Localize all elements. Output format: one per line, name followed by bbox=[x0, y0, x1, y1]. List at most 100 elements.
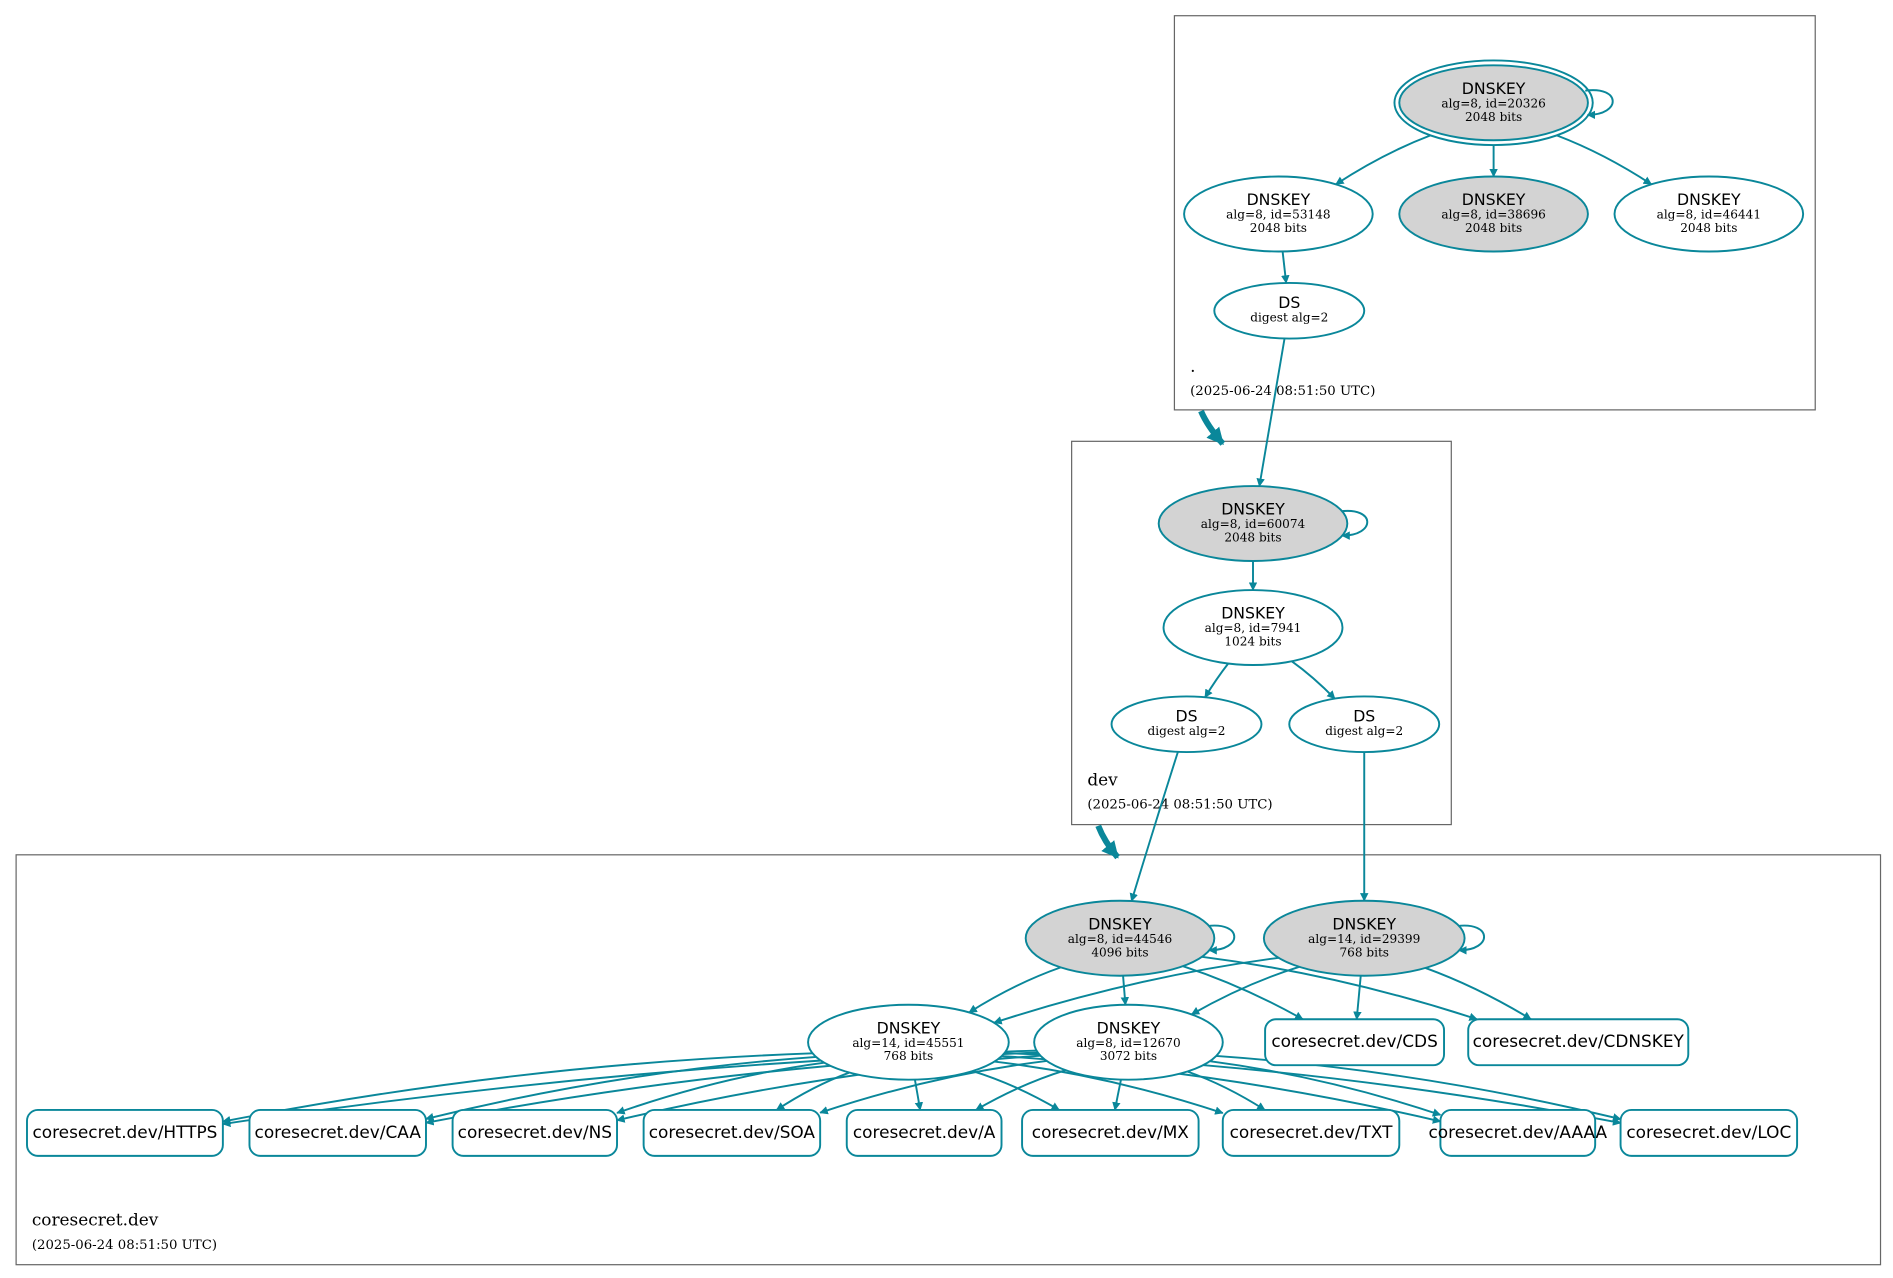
node bbox=[248, 1108, 427, 1157]
node-detail: alg=8, id=53148 bbox=[1226, 208, 1330, 222]
node-detail: digest alg=2 bbox=[1148, 724, 1226, 738]
node-title: DNSKEY bbox=[1088, 914, 1152, 933]
node-title: coresecret.dev/CDS bbox=[1271, 1031, 1438, 1051]
edge bbox=[1129, 751, 1179, 902]
edge bbox=[1425, 967, 1532, 1021]
cluster-name: coresecret.dev bbox=[32, 1210, 159, 1230]
edge bbox=[1256, 338, 1286, 487]
cluster-box bbox=[1173, 15, 1816, 411]
delegation-arrow bbox=[1095, 824, 1120, 860]
node bbox=[451, 1108, 618, 1157]
edge bbox=[425, 1055, 817, 1122]
edge bbox=[1335, 134, 1431, 186]
node-title: coresecret.dev/CAA bbox=[255, 1122, 422, 1142]
node-detail: digest alg=2 bbox=[1250, 310, 1328, 324]
node-title: DNSKEY bbox=[877, 1018, 941, 1037]
node-detail: alg=8, id=60074 bbox=[1201, 517, 1306, 531]
edge bbox=[1209, 1060, 1442, 1117]
edge bbox=[616, 1061, 825, 1115]
node-detail: 3072 bits bbox=[1100, 1049, 1157, 1063]
node-title: coresecret.dev/MX bbox=[1032, 1122, 1190, 1142]
edge bbox=[1120, 975, 1130, 1006]
node bbox=[1021, 1108, 1200, 1157]
cluster-time: (2025-06-24 08:51:50 UTC) bbox=[1190, 384, 1375, 399]
node bbox=[1262, 899, 1466, 977]
node bbox=[1613, 175, 1805, 253]
node-detail: 2048 bits bbox=[1680, 221, 1737, 235]
node-detail: alg=14, id=29399 bbox=[1308, 932, 1420, 946]
node-detail: 1024 bits bbox=[1224, 635, 1281, 649]
node bbox=[807, 1003, 1010, 1081]
node-title: coresecret.dev/HTTPS bbox=[32, 1122, 217, 1142]
edge bbox=[1187, 1070, 1266, 1111]
node-detail: alg=8, id=12670 bbox=[1076, 1036, 1180, 1050]
node bbox=[1183, 175, 1374, 253]
edge bbox=[1182, 965, 1304, 1021]
cluster-name: dev bbox=[1087, 770, 1118, 790]
node-title: coresecret.dev/LOC bbox=[1626, 1122, 1791, 1142]
node bbox=[845, 1108, 1003, 1157]
node-detail: 2048 bits bbox=[1224, 531, 1281, 545]
self-loop bbox=[1456, 924, 1486, 955]
cluster-time: (2025-06-24 08:51:50 UTC) bbox=[32, 1238, 217, 1253]
edge bbox=[1204, 662, 1230, 699]
node bbox=[26, 1108, 224, 1157]
node-title: coresecret.dev/AAAA bbox=[1428, 1122, 1607, 1142]
cluster-time: (2025-06-24 08:51:50 UTC) bbox=[1087, 798, 1272, 813]
node-title: DNSKEY bbox=[1247, 190, 1311, 209]
node-title: DNSKEY bbox=[1221, 604, 1285, 623]
node-title: DS bbox=[1175, 706, 1197, 725]
node-title: DS bbox=[1353, 706, 1375, 725]
node bbox=[1398, 64, 1589, 142]
node bbox=[1221, 1108, 1401, 1157]
edge bbox=[775, 1071, 850, 1111]
node bbox=[1264, 1018, 1446, 1067]
node-title: coresecret.dev/CDNSKEY bbox=[1473, 1031, 1685, 1051]
node-detail: 768 bits bbox=[884, 1049, 934, 1063]
node-title: coresecret.dev/TXT bbox=[1230, 1122, 1394, 1142]
node-detail: 2048 bits bbox=[1465, 110, 1522, 124]
node bbox=[1033, 1003, 1224, 1081]
node-title: DNSKEY bbox=[1462, 79, 1526, 98]
self-loop bbox=[1339, 509, 1369, 540]
edge bbox=[968, 966, 1062, 1014]
node-detail: alg=8, id=38696 bbox=[1441, 208, 1545, 222]
node bbox=[1024, 899, 1216, 977]
node-title: DNSKEY bbox=[1677, 190, 1741, 209]
edge bbox=[1190, 965, 1300, 1016]
node-detail: alg=8, id=46441 bbox=[1657, 208, 1761, 222]
node-title: DS bbox=[1278, 293, 1300, 312]
node bbox=[1398, 175, 1589, 253]
node bbox=[1157, 485, 1349, 562]
node-detail: alg=14, id=45551 bbox=[852, 1036, 964, 1050]
node-detail: 768 bits bbox=[1339, 945, 1389, 959]
self-loop bbox=[1206, 924, 1236, 955]
node bbox=[1162, 589, 1344, 666]
node-title: coresecret.dev/A bbox=[853, 1122, 996, 1142]
delegation-arrow bbox=[1198, 409, 1226, 446]
edge bbox=[1556, 134, 1653, 186]
node-title: DNSKEY bbox=[1332, 914, 1396, 933]
cluster-name: . bbox=[1190, 356, 1195, 376]
edge bbox=[972, 1070, 1060, 1111]
node bbox=[1213, 281, 1366, 340]
node bbox=[642, 1108, 822, 1157]
node-detail: alg=8, id=44546 bbox=[1068, 932, 1172, 946]
node-title: DNSKEY bbox=[1097, 1018, 1161, 1037]
node-outline bbox=[1393, 59, 1594, 147]
edge bbox=[913, 1079, 924, 1111]
self-loop bbox=[1585, 89, 1614, 120]
edge bbox=[1112, 1079, 1122, 1111]
cluster-box bbox=[15, 854, 1882, 1266]
node bbox=[1439, 1108, 1597, 1157]
node bbox=[1619, 1108, 1799, 1157]
node bbox=[1288, 695, 1441, 754]
edge bbox=[1281, 251, 1290, 284]
node-title: coresecret.dev/NS bbox=[458, 1122, 612, 1142]
edge bbox=[1201, 955, 1478, 1021]
node-title: DNSKEY bbox=[1221, 500, 1285, 519]
node-detail: 2048 bits bbox=[1465, 221, 1522, 235]
edge bbox=[222, 1052, 813, 1125]
